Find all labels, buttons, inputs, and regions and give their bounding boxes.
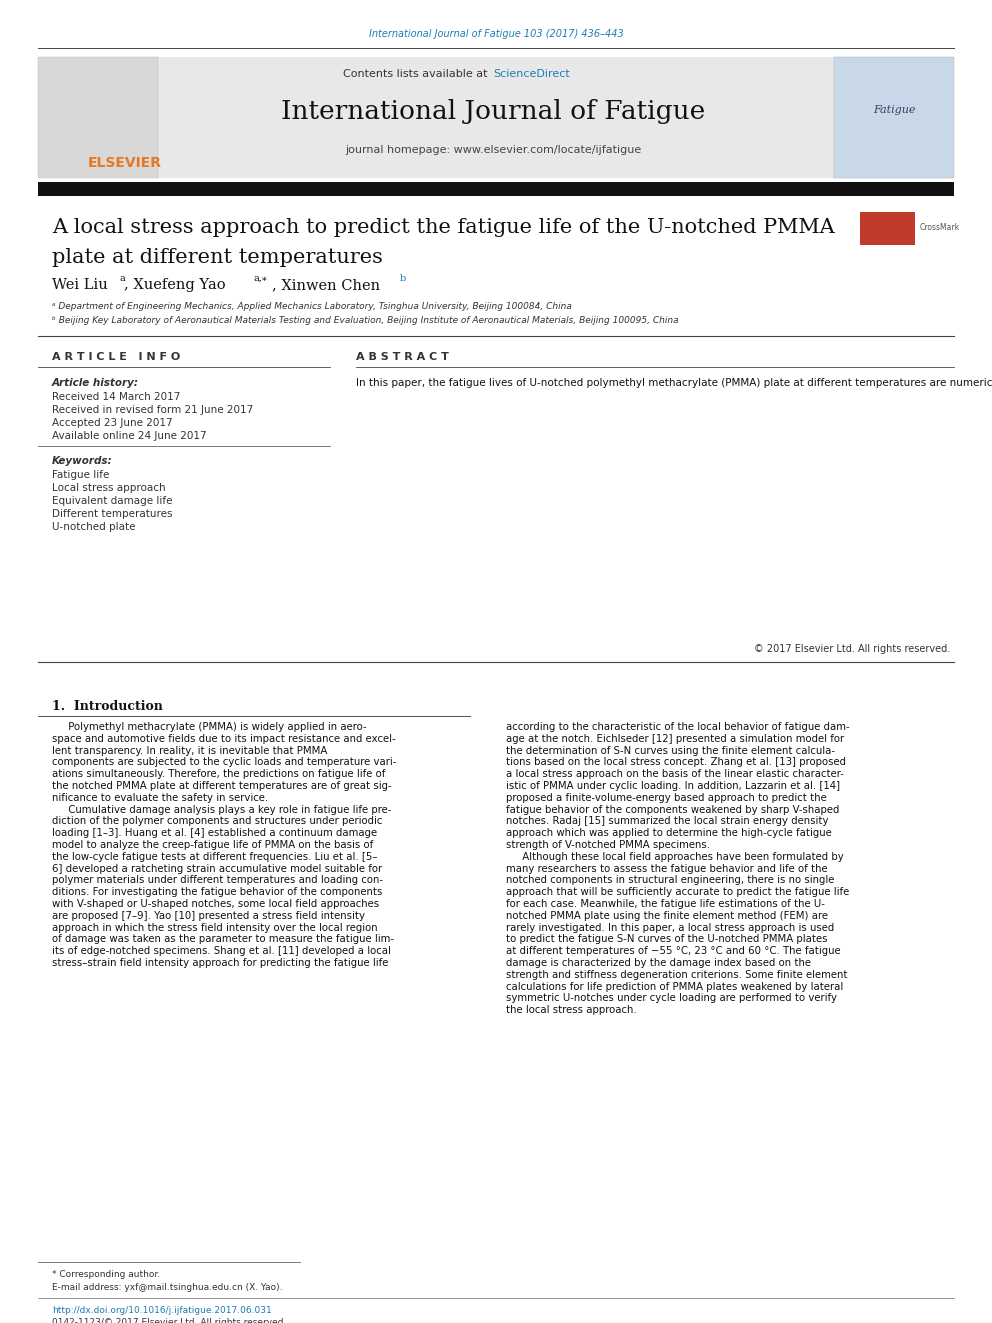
Text: Keywords:: Keywords: (52, 456, 113, 466)
Text: http://dx.doi.org/10.1016/j.ijfatigue.2017.06.031: http://dx.doi.org/10.1016/j.ijfatigue.20… (52, 1306, 272, 1315)
Text: age at the notch. Eichlseder [12] presented a simulation model for: age at the notch. Eichlseder [12] presen… (506, 734, 844, 744)
Text: lent transparency. In reality, it is inevitable that PMMA: lent transparency. In reality, it is ine… (52, 746, 327, 755)
Text: Local stress approach: Local stress approach (52, 483, 166, 493)
Text: , Xinwen Chen: , Xinwen Chen (272, 278, 380, 292)
Text: the low-cycle fatigue tests at different frequencies. Liu et al. [5–: the low-cycle fatigue tests at different… (52, 852, 378, 861)
Text: a: a (119, 274, 125, 283)
Text: notched components in structural engineering, there is no single: notched components in structural enginee… (506, 876, 834, 885)
Text: Fatigue: Fatigue (873, 105, 916, 115)
Text: 0142-1123/© 2017 Elsevier Ltd. All rights reserved.: 0142-1123/© 2017 Elsevier Ltd. All right… (52, 1318, 287, 1323)
Text: its of edge-notched specimens. Shang et al. [11] developed a local: its of edge-notched specimens. Shang et … (52, 946, 391, 957)
Text: notched PMMA plate using the finite element method (FEM) are: notched PMMA plate using the finite elem… (506, 910, 828, 921)
Text: calculations for life prediction of PMMA plates weakened by lateral: calculations for life prediction of PMMA… (506, 982, 843, 992)
Text: Although these local field approaches have been formulated by: Although these local field approaches ha… (506, 852, 844, 861)
Text: plate at different temperatures: plate at different temperatures (52, 247, 383, 267)
Text: model to analyze the creep-fatigue life of PMMA on the basis of: model to analyze the creep-fatigue life … (52, 840, 373, 849)
Text: of damage was taken as the parameter to measure the fatigue lim-: of damage was taken as the parameter to … (52, 934, 394, 945)
Text: A B S T R A C T: A B S T R A C T (356, 352, 448, 363)
Text: space and automotive fields due to its impact resistance and excel-: space and automotive fields due to its i… (52, 734, 396, 744)
Text: polymer materials under different temperatures and loading con-: polymer materials under different temper… (52, 876, 383, 885)
Text: U-notched plate: U-notched plate (52, 523, 136, 532)
Text: A R T I C L E   I N F O: A R T I C L E I N F O (52, 352, 181, 363)
Text: journal homepage: www.elsevier.com/locate/ijfatigue: journal homepage: www.elsevier.com/locat… (345, 146, 641, 155)
Text: damage is characterized by the damage index based on the: damage is characterized by the damage in… (506, 958, 811, 968)
Text: at different temperatures of −55 °C, 23 °C and 60 °C. The fatigue: at different temperatures of −55 °C, 23 … (506, 946, 840, 957)
Text: E-mail address: yxf@mail.tsinghua.edu.cn (X. Yao).: E-mail address: yxf@mail.tsinghua.edu.cn… (52, 1283, 283, 1293)
Text: Cumulative damage analysis plays a key role in fatigue life pre-: Cumulative damage analysis plays a key r… (52, 804, 392, 815)
Text: b: b (400, 274, 407, 283)
Text: are proposed [7–9]. Yao [10] presented a stress field intensity: are proposed [7–9]. Yao [10] presented a… (52, 910, 365, 921)
Text: Wei Liu: Wei Liu (52, 278, 108, 292)
Text: International Journal of Fatigue 103 (2017) 436–443: International Journal of Fatigue 103 (20… (369, 29, 623, 38)
Text: many researchers to assess the fatigue behavior and life of the: many researchers to assess the fatigue b… (506, 864, 827, 873)
Text: rarely investigated. In this paper, a local stress approach is used: rarely investigated. In this paper, a lo… (506, 922, 834, 933)
Text: according to the characteristic of the local behavior of fatigue dam-: according to the characteristic of the l… (506, 722, 849, 732)
Text: with V-shaped or U-shaped notches, some local field approaches: with V-shaped or U-shaped notches, some … (52, 900, 379, 909)
Text: notches. Radaj [15] summarized the local strain energy density: notches. Radaj [15] summarized the local… (506, 816, 828, 827)
Text: ᵃ Department of Engineering Mechanics, Applied Mechanics Laboratory, Tsinghua Un: ᵃ Department of Engineering Mechanics, A… (52, 302, 571, 311)
Text: , Xuefeng Yao: , Xuefeng Yao (124, 278, 225, 292)
Text: proposed a finite-volume-energy based approach to predict the: proposed a finite-volume-energy based ap… (506, 792, 826, 803)
Text: 6] developed a ratcheting strain accumulative model suitable for: 6] developed a ratcheting strain accumul… (52, 864, 382, 873)
Text: stress–strain field intensity approach for predicting the fatigue life: stress–strain field intensity approach f… (52, 958, 389, 968)
Text: for each case. Meanwhile, the fatigue life estimations of the U-: for each case. Meanwhile, the fatigue li… (506, 900, 825, 909)
Bar (860, 212, 915, 245)
Text: Article history:: Article history: (52, 378, 139, 388)
Text: components are subjected to the cyclic loads and temperature vari-: components are subjected to the cyclic l… (52, 757, 397, 767)
Text: symmetric U-notches under cycle loading are performed to verify: symmetric U-notches under cycle loading … (506, 994, 837, 1003)
Bar (38, 183, 954, 196)
Text: strength and stiffness degeneration criterions. Some finite element: strength and stiffness degeneration crit… (506, 970, 847, 980)
Text: Equivalent damage life: Equivalent damage life (52, 496, 173, 505)
Text: Received 14 March 2017: Received 14 March 2017 (52, 392, 181, 402)
Text: approach that will be sufficiently accurate to predict the fatigue life: approach that will be sufficiently accur… (506, 888, 849, 897)
Text: diction of the polymer components and structures under periodic: diction of the polymer components and st… (52, 816, 382, 827)
Text: the local stress approach.: the local stress approach. (506, 1005, 637, 1015)
Text: ELSEVIER: ELSEVIER (88, 156, 162, 169)
Text: Available online 24 June 2017: Available online 24 June 2017 (52, 431, 206, 441)
Text: a,⁎: a,⁎ (254, 274, 268, 283)
Text: ScienceDirect: ScienceDirect (493, 69, 569, 79)
Text: Contents lists available at: Contents lists available at (343, 69, 491, 79)
Text: approach in which the stress field intensity over the local region: approach in which the stress field inten… (52, 922, 378, 933)
Text: strength of V-notched PMMA specimens.: strength of V-notched PMMA specimens. (506, 840, 710, 849)
Text: a local stress approach on the basis of the linear elastic character-: a local stress approach on the basis of … (506, 769, 844, 779)
Text: the determination of S-N curves using the finite element calcula-: the determination of S-N curves using th… (506, 746, 835, 755)
Text: tions based on the local stress concept. Zhang et al. [13] proposed: tions based on the local stress concept.… (506, 757, 846, 767)
Text: Polymethyl methacrylate (PMMA) is widely applied in aero-: Polymethyl methacrylate (PMMA) is widely… (52, 722, 367, 732)
Text: 1.  Introduction: 1. Introduction (52, 700, 163, 713)
Text: A local stress approach to predict the fatigue life of the U-notched PMMA: A local stress approach to predict the f… (52, 218, 834, 237)
Text: * Corresponding author.: * Corresponding author. (52, 1270, 160, 1279)
Text: © 2017 Elsevier Ltd. All rights reserved.: © 2017 Elsevier Ltd. All rights reserved… (754, 644, 950, 654)
Text: istic of PMMA under cyclic loading. In addition, Lazzarin et al. [14]: istic of PMMA under cyclic loading. In a… (506, 781, 840, 791)
Text: International Journal of Fatigue: International Journal of Fatigue (281, 99, 705, 124)
Text: to predict the fatigue S-N curves of the U-notched PMMA plates: to predict the fatigue S-N curves of the… (506, 934, 827, 945)
Text: ᵇ Beijing Key Laboratory of Aeronautical Materials Testing and Evaluation, Beiji: ᵇ Beijing Key Laboratory of Aeronautical… (52, 316, 679, 325)
Bar (38, 57, 954, 179)
Text: the notched PMMA plate at different temperatures are of great sig-: the notched PMMA plate at different temp… (52, 781, 392, 791)
Bar (834, 57, 954, 179)
Text: Accepted 23 June 2017: Accepted 23 June 2017 (52, 418, 173, 429)
Text: In this paper, the fatigue lives of U-notched polymethyl methacrylate (PMMA) pla: In this paper, the fatigue lives of U-no… (356, 378, 992, 388)
Text: Fatigue life: Fatigue life (52, 470, 109, 480)
Text: nificance to evaluate the safety in service.: nificance to evaluate the safety in serv… (52, 792, 268, 803)
Text: loading [1–3]. Huang et al. [4] established a continuum damage: loading [1–3]. Huang et al. [4] establis… (52, 828, 377, 839)
Text: Received in revised form 21 June 2017: Received in revised form 21 June 2017 (52, 405, 253, 415)
Text: ditions. For investigating the fatigue behavior of the components: ditions. For investigating the fatigue b… (52, 888, 382, 897)
Text: fatigue behavior of the components weakened by sharp V-shaped: fatigue behavior of the components weake… (506, 804, 839, 815)
Text: approach which was applied to determine the high-cycle fatigue: approach which was applied to determine … (506, 828, 831, 839)
Text: Different temperatures: Different temperatures (52, 509, 173, 519)
Text: CrossMark: CrossMark (920, 224, 960, 233)
Text: ations simultaneously. Therefore, the predictions on fatigue life of: ations simultaneously. Therefore, the pr… (52, 769, 385, 779)
Bar (38, 57, 158, 179)
